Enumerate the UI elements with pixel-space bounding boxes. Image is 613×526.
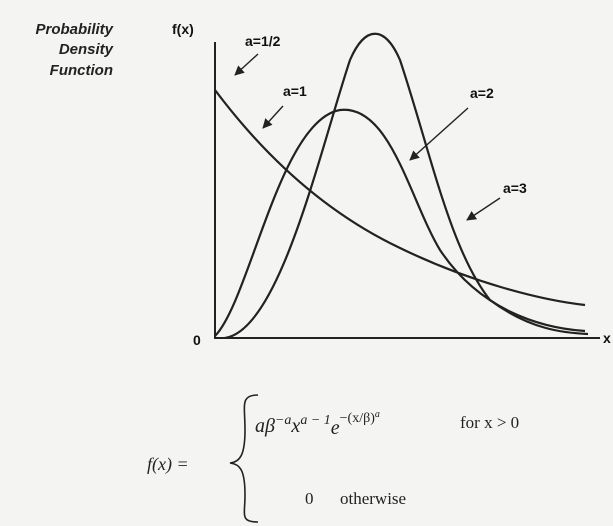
formula-lhs: f(x) = [147, 454, 189, 475]
curve-label: a=3 [503, 180, 527, 196]
formula-part: e [331, 417, 340, 439]
formula-case: 0 [305, 489, 314, 508]
formula-part: x [290, 415, 300, 437]
curve-label: a=2 [470, 85, 494, 101]
formula-part: a [375, 409, 380, 420]
title-line: Probability [35, 21, 113, 38]
formula-part: aβ [255, 415, 275, 437]
title-line: Density [59, 41, 114, 58]
diagram: Probability Density Function f(x) 0 x a=… [0, 0, 613, 526]
curve-label: a=1 [283, 83, 307, 99]
formula-part: a − 1 [300, 413, 330, 428]
x-axis-label: x [603, 330, 611, 346]
curve-label: a=1/2 [245, 33, 281, 49]
formula-condition: otherwise [340, 489, 406, 508]
formula-condition: for x > 0 [460, 413, 519, 432]
y-axis-label: f(x) [172, 21, 194, 37]
title-line: Function [50, 62, 113, 79]
formula-part: −a [275, 413, 291, 428]
formula-part: −(x/β) [340, 411, 376, 426]
origin-label: 0 [193, 332, 201, 348]
